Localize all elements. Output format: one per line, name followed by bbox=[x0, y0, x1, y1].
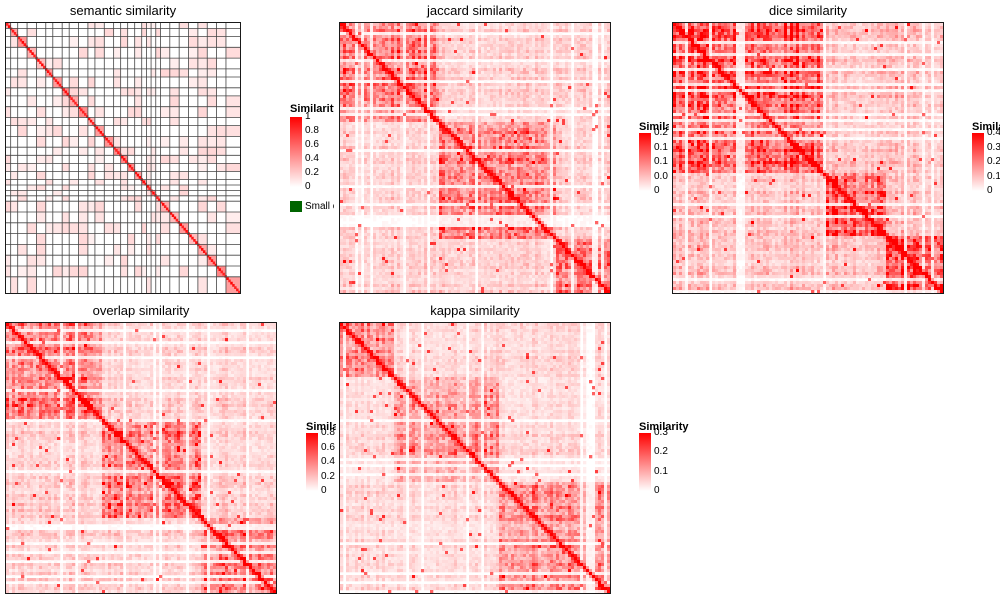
heatmap-title: dice similarity bbox=[672, 3, 944, 18]
heatmap-matrix bbox=[339, 22, 611, 294]
heatmap-matrix bbox=[339, 322, 611, 594]
legend-title: Similarity bbox=[972, 121, 1000, 133]
legend-tick-label: 0.2 bbox=[654, 128, 668, 138]
heatmap-legend: Similarity 0.2 0.1 0.1 0.0 0 bbox=[639, 121, 669, 201]
small-cluster-label: Small clusters bbox=[305, 201, 334, 212]
legend-tick-label: 0.1 bbox=[654, 142, 668, 153]
heatmap-canvas bbox=[340, 323, 610, 593]
legend-tick-label: 0 bbox=[987, 186, 993, 196]
legend-tick-label: 0 bbox=[321, 486, 327, 496]
legend-color-bar bbox=[972, 133, 984, 191]
legend-tick-label: 0.2 bbox=[987, 157, 1000, 167]
heatmap-cells bbox=[6, 323, 276, 593]
legend-title: Similarity bbox=[290, 103, 334, 115]
legend-title: Similarity bbox=[639, 421, 689, 433]
heatmap-title: overlap similarity bbox=[5, 303, 277, 318]
heatmap-title: kappa similarity bbox=[339, 303, 611, 318]
legend-tick-label: 0.2 bbox=[321, 471, 335, 482]
heatmap-legend: Similarity 0.8 0.6 0.4 0.2 0 bbox=[306, 421, 336, 501]
legend-tick-label: 0.1 bbox=[654, 157, 668, 167]
legend-tick-label: 0 bbox=[654, 186, 660, 196]
legend-tick-label: 0.4 bbox=[321, 457, 335, 467]
legend-title: Similarity bbox=[306, 421, 336, 433]
heatmap-legend: Similarity 0.3 0.2 0.1 0 bbox=[639, 421, 709, 501]
legend-tick-label: 0 bbox=[305, 182, 311, 192]
legend-tick-label: 0.3 bbox=[654, 428, 668, 438]
heatmap-cells bbox=[673, 23, 943, 293]
legend-tick-label: 0.6 bbox=[321, 442, 335, 453]
legend-tick-label: 0.4 bbox=[987, 128, 1000, 138]
legend-tick-label: 0.2 bbox=[654, 447, 668, 457]
legend-tick-label: 0.1 bbox=[654, 466, 668, 477]
heatmap-canvas bbox=[6, 23, 240, 293]
heatmap-matrix bbox=[672, 22, 944, 294]
heatmap-cells bbox=[340, 23, 610, 293]
legend-tick-label: 0.6 bbox=[305, 140, 319, 150]
heatmap-canvas bbox=[340, 23, 610, 293]
heatmap-cells bbox=[340, 323, 610, 593]
heatmap-cells bbox=[6, 23, 240, 293]
legend-color-bar bbox=[639, 433, 651, 491]
legend-tick-label: 0.8 bbox=[305, 126, 319, 136]
legend-tick-label: 0.3 bbox=[987, 142, 1000, 153]
legend-color-bar bbox=[306, 433, 318, 491]
legend-color-bar bbox=[639, 133, 651, 191]
legend-tick-label: 0.2 bbox=[305, 168, 319, 178]
legend-tick-label: 0.0 bbox=[654, 171, 668, 182]
legend-tick-label: 0.8 bbox=[321, 428, 335, 438]
legend-tick-label: 0 bbox=[654, 486, 660, 496]
heatmap-matrix bbox=[5, 22, 241, 294]
heatmap-canvas bbox=[673, 23, 943, 293]
legend-tick-label: 0.1 bbox=[987, 171, 1000, 182]
heatmap-canvas bbox=[6, 323, 276, 593]
legend-title: Similarity bbox=[639, 121, 669, 133]
heatmap-legend: Similarity 1 0.8 0.6 0.4 0.2 0 Small clusters bbox=[290, 103, 334, 218]
heatmap-matrix bbox=[5, 322, 277, 594]
heatmap-title: semantic similarity bbox=[5, 3, 241, 18]
heatmap-title: jaccard similarity bbox=[339, 3, 611, 18]
legend-color-bar bbox=[290, 117, 302, 187]
legend-tick-label: 0.4 bbox=[305, 154, 319, 164]
small-cluster-swatch bbox=[290, 201, 302, 212]
cluster-boundaries bbox=[6, 23, 240, 293]
heatmap-legend: Similarity 0.4 0.3 0.2 0.1 0 bbox=[972, 121, 1000, 201]
legend-tick-label: 1 bbox=[305, 112, 311, 122]
